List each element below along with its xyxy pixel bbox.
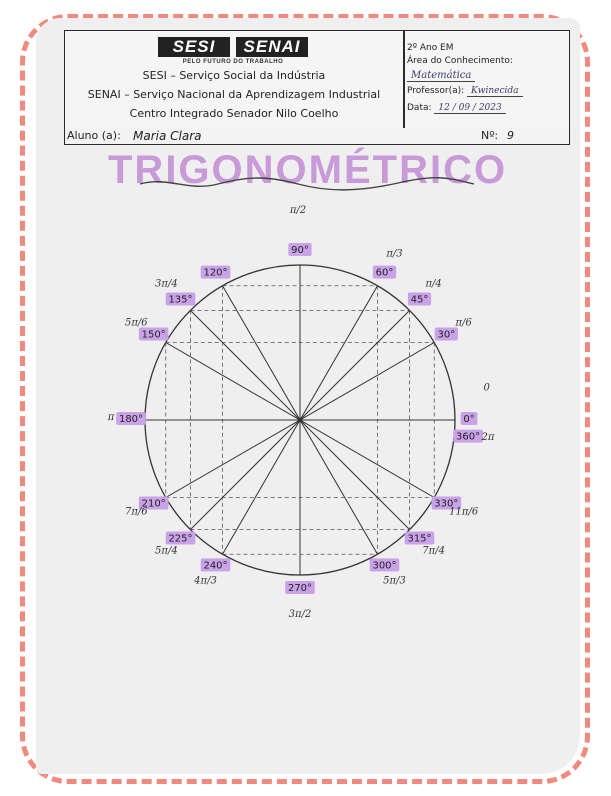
institution-line-2: SENAI – Serviço Nacional da Aprendizagem… bbox=[87, 88, 381, 101]
degree-label: 225° bbox=[168, 534, 192, 545]
radian-label: 4π/3 bbox=[193, 576, 217, 587]
teacher-value: Kwinecida bbox=[467, 86, 523, 97]
degree-highlight bbox=[407, 292, 432, 306]
decorative-dashed-frame bbox=[20, 14, 590, 784]
student-number-label: Nº: bbox=[481, 129, 499, 142]
date-line: Data: 12 / 09 / 2023 bbox=[407, 103, 506, 114]
student-number-value: 9 bbox=[507, 129, 514, 142]
degree-highlight bbox=[288, 243, 312, 256]
degree-label: 0° bbox=[463, 414, 474, 425]
grade-label: 2º Ano EM bbox=[407, 43, 454, 53]
radian-label: π/4 bbox=[424, 278, 441, 289]
degree-highlight bbox=[138, 327, 169, 341]
degree-label: 330° bbox=[434, 499, 458, 510]
degree-label: 360° bbox=[456, 432, 480, 443]
degree-highlight bbox=[200, 265, 231, 279]
radian-label: 0 bbox=[483, 382, 490, 393]
unit-circle-diagram: 0° 0 30°π/6 45° π/4 60° π/3 90° π/2 120° 135° 3π/4 1… bbox=[107, 205, 495, 620]
degree-label: 90° bbox=[291, 245, 309, 256]
radian-label: π bbox=[107, 412, 115, 423]
worksheet-title: TRIGONOMÉTRICO bbox=[108, 148, 508, 192]
student-name-label: Aluno (a): bbox=[67, 129, 121, 142]
student-row: Aluno (a): Maria Clara Nº: 9 bbox=[64, 128, 570, 145]
degree-highlight bbox=[404, 531, 435, 545]
radian-label: 11π/6 bbox=[449, 507, 479, 518]
radian-label: π/3 bbox=[385, 248, 402, 259]
radian-label: π/2 bbox=[289, 205, 306, 216]
degree-label: 45° bbox=[411, 294, 429, 305]
degree-label: 150° bbox=[142, 330, 166, 341]
degree-highlight bbox=[434, 327, 458, 341]
teacher-label: Professor(a): bbox=[407, 86, 465, 96]
radian-label: 3π/2 bbox=[289, 609, 312, 620]
degree-highlight bbox=[165, 531, 196, 545]
diameter-line bbox=[165, 342, 435, 498]
header-divider bbox=[403, 31, 405, 129]
area-label: Área do Conhecimento: bbox=[407, 56, 513, 66]
degree-label: 315° bbox=[407, 534, 431, 545]
area-value: Matemática bbox=[407, 70, 476, 82]
radian-label: 2π bbox=[480, 432, 494, 443]
degree-label: 120° bbox=[203, 268, 227, 279]
degree-label: 240° bbox=[203, 560, 227, 571]
degree-label: 180° bbox=[119, 414, 143, 425]
radian-label: 7π/4 bbox=[422, 546, 445, 557]
degree-label: 300° bbox=[372, 560, 396, 571]
degree-highlight bbox=[369, 558, 400, 572]
degree-highlight bbox=[431, 496, 462, 510]
date-label: Data: bbox=[407, 103, 432, 113]
date-value: 12 / 09 / 2023 bbox=[434, 103, 506, 114]
teacher-line: Professor(a): Kwinecida bbox=[407, 86, 523, 97]
degree-highlight bbox=[138, 496, 169, 510]
degree-label: 60° bbox=[376, 268, 394, 279]
degree-label: 30° bbox=[437, 330, 455, 341]
logo-tagline: PELO FUTURO DO TRABALHO bbox=[182, 59, 284, 65]
worksheet-header: SESI SENAI PELO FUTURO DO TRABALHO SESI … bbox=[64, 30, 570, 130]
degree-highlight bbox=[453, 429, 483, 443]
degree-label: 270° bbox=[288, 583, 312, 594]
title-scribble bbox=[139, 177, 475, 191]
institution-line-3: Centro Integrado Senador Nilo Coelho bbox=[129, 107, 339, 120]
degree-highlight bbox=[460, 412, 478, 425]
degree-highlight bbox=[165, 292, 196, 306]
degree-label: 135° bbox=[168, 294, 192, 305]
radian-label: 5π/3 bbox=[383, 576, 406, 587]
degree-label: 210° bbox=[142, 499, 166, 510]
degree-highlight bbox=[116, 412, 146, 425]
radian-label: 3π/4 bbox=[155, 278, 178, 289]
student-name-value: Maria Clara bbox=[133, 129, 202, 143]
degree-highlight bbox=[200, 558, 231, 572]
institution-line-1: SESI – Serviço Social da Indústria bbox=[142, 69, 326, 82]
logo-senai: SENAI bbox=[236, 37, 308, 57]
logo-sesi: SESI bbox=[158, 37, 230, 57]
sesi-senai-logo: SESI SENAI bbox=[158, 37, 308, 57]
degree-highlight bbox=[285, 581, 315, 594]
radian-label: 7π/6 bbox=[125, 507, 148, 518]
radian-label: 5π/6 bbox=[125, 318, 148, 329]
degree-highlight bbox=[372, 265, 397, 279]
radian-label: π/6 bbox=[455, 318, 473, 329]
radian-label: 5π/4 bbox=[155, 546, 178, 557]
